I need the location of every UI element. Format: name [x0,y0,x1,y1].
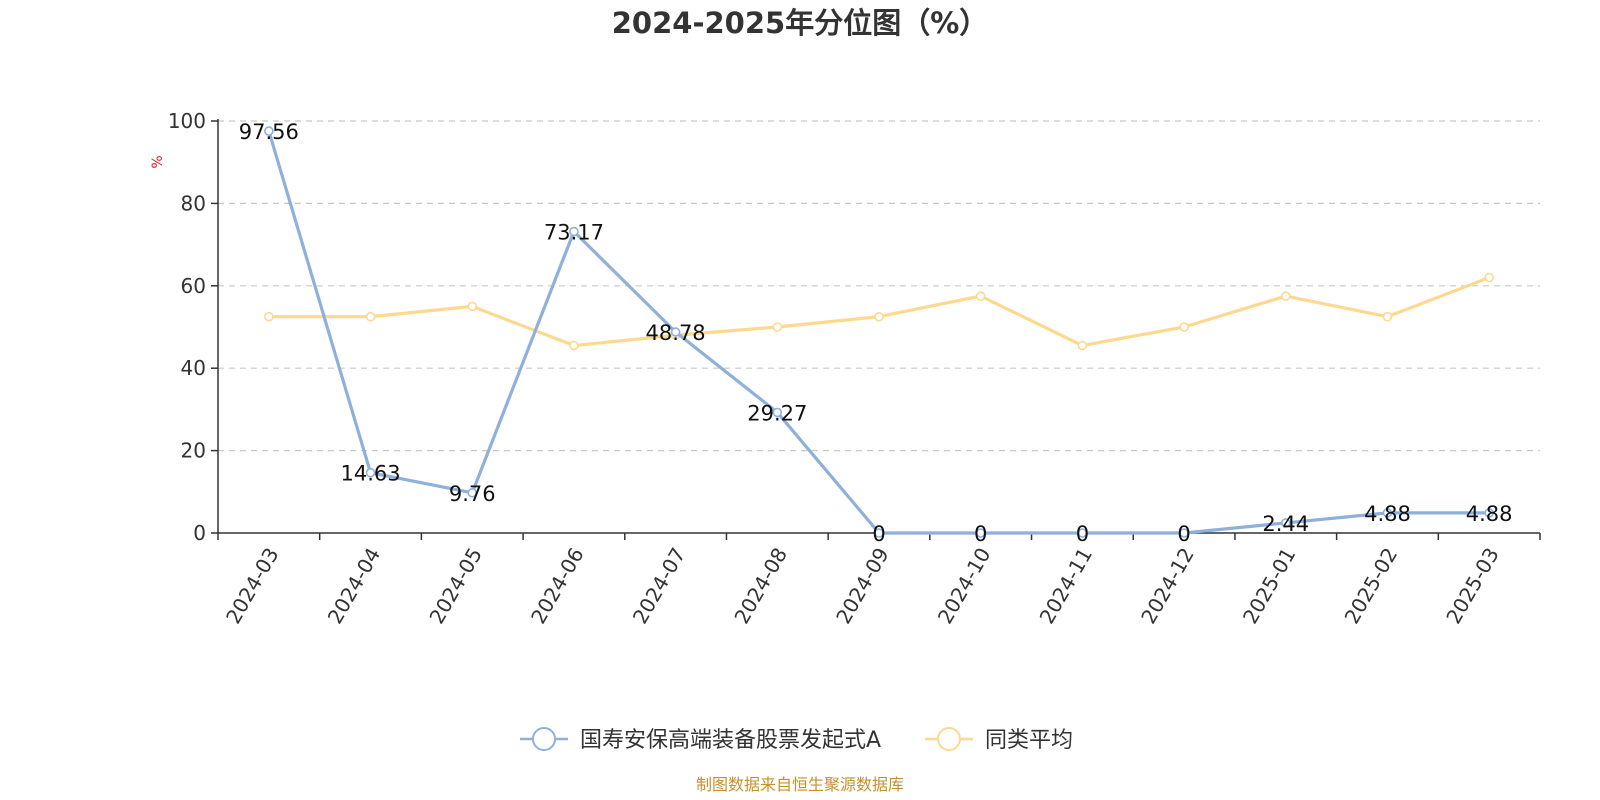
data-label: 0 [1076,522,1089,546]
series-0-point [1484,508,1494,518]
series-0-point [874,528,884,538]
data-labels: 97.56 14.63 9.76 73.17 48.78 29.27 0 0 0 0 2.44 4.8… [239,120,1513,546]
data-label: 9.76 [449,482,496,506]
data-label: 0 [872,522,885,546]
x-tick-label: 2024-11 [1035,544,1098,628]
data-label: 4.88 [1466,502,1513,526]
x-tick-label: 2024-05 [424,544,487,628]
legend-label-1[interactable]: 同类平均 [985,728,1073,753]
series-0-point [264,126,274,136]
series-0-point [467,487,478,498]
data-label: 29.27 [747,401,807,425]
series-0-point [1280,518,1291,528]
y-tick-label: 40 [181,356,206,380]
y-tick-label: 60 [181,274,206,298]
legend: 国寿安保高端装备股票发起式A 同类平均 [520,727,1073,753]
data-label: 0 [974,522,987,546]
series-0-point [365,467,376,478]
series-1-point [874,311,884,322]
series-1-point [1484,272,1494,283]
series-1-point [1179,322,1189,332]
series-0-point [1077,528,1088,538]
y-tick-label: 100 [168,109,206,133]
legend-swatch-marker [937,727,961,751]
data-label: 0 [1177,522,1190,546]
series-line-0 [267,130,1490,535]
legend-swatch-marker [532,727,556,751]
x-tick-label: 2024-12 [1136,544,1199,628]
x-tick-label: 2024-06 [526,544,589,628]
y-axis-label: % [150,155,166,168]
source-note: 制图数据来自恒生聚源数据库 [696,775,904,794]
series-0-point [1382,508,1393,518]
chart-title: 2024-2025年分位图（%） [612,6,989,40]
series-1-point [772,322,783,332]
x-tick-label: 2024-04 [323,544,386,628]
y-tick-label: 20 [181,439,206,463]
series-0-point [1179,528,1189,538]
x-tick-label: 2024-10 [933,544,996,628]
data-label: 14.63 [340,462,400,486]
series-1-point [1077,340,1088,351]
x-tick-label: 2024-07 [628,544,691,628]
x-tick-label: 2025-02 [1340,544,1403,628]
data-label: 4.88 [1364,502,1411,526]
y-tick-labels: 0 20 40 60 80 100 [168,109,206,545]
series-1-point [264,311,274,322]
series-1-point [365,311,376,322]
series-1-point [1382,311,1393,322]
series-1-point [975,291,986,301]
series-1-point [467,301,478,312]
x-tick-label: 2025-03 [1441,544,1504,628]
x-tick-label: 2025-01 [1238,544,1301,628]
series-line-1 [268,276,1490,348]
data-label: 2.44 [1262,512,1309,536]
series-group [264,126,1494,538]
x-tick-label: 2024-03 [221,544,284,628]
series-0-point [975,528,986,538]
data-label: 73.17 [544,221,604,245]
grid-lines [218,120,1540,452]
series-1-point [1280,291,1291,301]
legend-label-0[interactable]: 国寿安保高端装备股票发起式A [580,728,881,753]
series-0-point [772,407,783,418]
data-label: 97.56 [239,120,299,144]
y-tick-label: 80 [181,191,206,215]
y-tick-label: 0 [193,521,206,545]
series-0-point [569,226,579,237]
series-0-point [670,327,681,337]
data-label: 48.78 [646,321,706,345]
axes [211,119,1541,540]
series-1-point [569,340,579,351]
x-tick-labels: 2024-03 2024-04 2024-05 2024-06 2024-07 2024-… [221,544,1504,628]
x-tick-label: 2024-09 [831,544,894,628]
x-tick-label: 2024-08 [729,544,792,628]
